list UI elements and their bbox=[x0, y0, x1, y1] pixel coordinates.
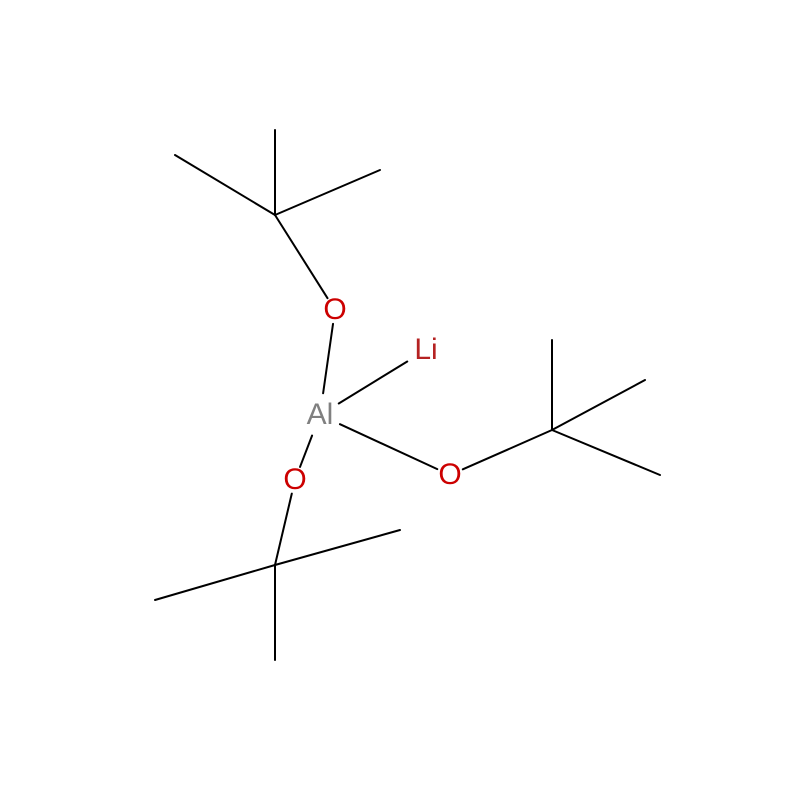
bond bbox=[339, 362, 407, 404]
atom-label-al: Al bbox=[307, 398, 334, 432]
bond bbox=[552, 430, 660, 475]
bond bbox=[552, 380, 645, 430]
bond bbox=[175, 155, 275, 215]
bond bbox=[323, 324, 333, 393]
atom-label-o2: O bbox=[283, 463, 306, 497]
atom-label-o1: O bbox=[323, 293, 346, 327]
bond bbox=[275, 530, 400, 565]
atom-label-o3: O bbox=[438, 458, 461, 492]
molecule-diagram: Al Li O O O bbox=[0, 0, 800, 800]
bond bbox=[340, 424, 437, 469]
atom-label-li: Li bbox=[414, 333, 437, 367]
bond bbox=[155, 565, 275, 600]
bond-layer bbox=[0, 0, 800, 800]
bond bbox=[275, 494, 292, 565]
bond bbox=[463, 430, 552, 469]
bond bbox=[275, 170, 380, 215]
bond bbox=[275, 215, 328, 298]
